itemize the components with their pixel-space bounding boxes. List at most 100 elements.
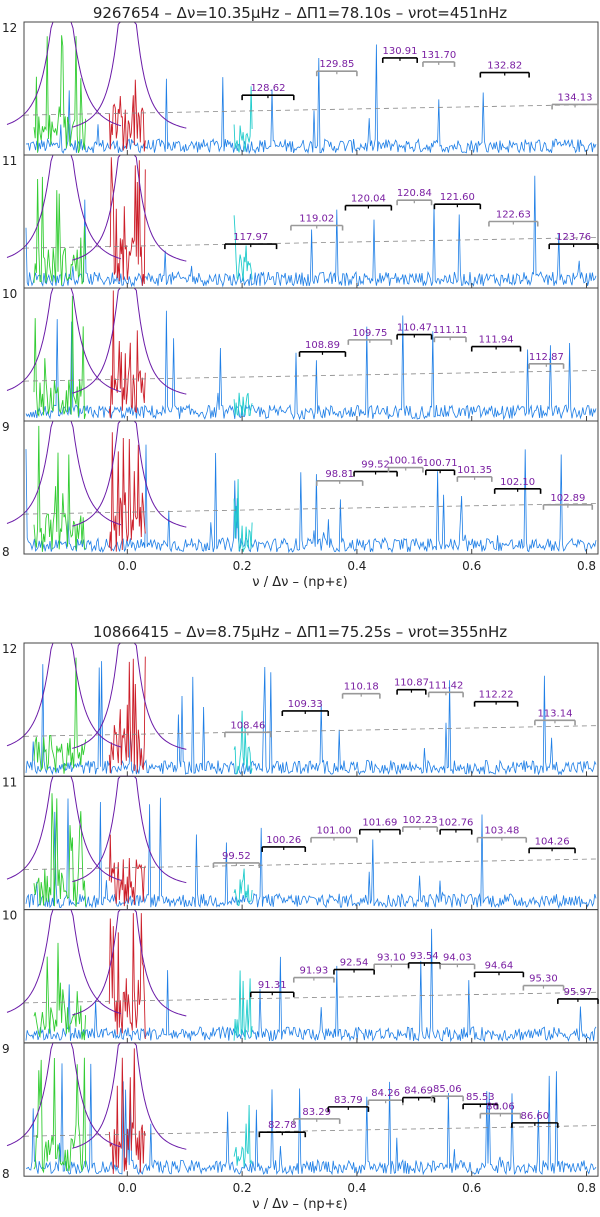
- background-fit-line: [24, 992, 598, 1003]
- period-label: 91.31: [258, 980, 287, 991]
- period-label: 111.11: [433, 325, 468, 336]
- period-bracket: 131.70: [421, 50, 456, 67]
- x-tick-label: 0.0: [118, 1181, 137, 1195]
- period-label: 102.10: [500, 477, 535, 488]
- period-label: 94.64: [485, 960, 514, 971]
- period-label: 121.60: [440, 192, 475, 203]
- period-bracket: 117.97: [225, 232, 277, 249]
- period-bracket: 100.26: [262, 835, 305, 852]
- period-bracket: 94.64: [475, 960, 524, 977]
- x-axis-label: ν / Δν – (np+ε): [252, 1197, 347, 1212]
- period-label: 103.48: [484, 826, 519, 837]
- period-bracket: 121.60: [434, 192, 480, 209]
- l0-mode-line: [109, 913, 145, 1039]
- period-bracket: 130.91: [382, 46, 417, 63]
- period-label: 128.62: [250, 83, 285, 94]
- figure: 9267654 – Δν=10.35μHz – ΔΠ1=78.10s – νro…: [0, 0, 600, 1217]
- y-tick-label: 12: [2, 21, 17, 35]
- background-fit-line: [24, 503, 598, 514]
- row-panel: 12 108.46 109.33 110.18 110.87 111.42 112.22 11…: [2, 642, 598, 776]
- period-bracket: 92.54: [334, 958, 374, 975]
- period-bracket: 91.93: [294, 966, 334, 983]
- period-bracket: 102.89: [543, 493, 592, 510]
- period-label: 110.47: [397, 323, 432, 334]
- period-label: 112.87: [529, 352, 564, 363]
- period-bracket: 95.97: [558, 987, 598, 1004]
- y-tick-label: 10: [2, 909, 17, 923]
- period-bracket: 102.23: [403, 815, 438, 832]
- l3-mode-line: [234, 86, 252, 152]
- period-bracket: 129.85: [317, 59, 357, 76]
- period-bracket: 102.10: [495, 477, 541, 494]
- period-bracket: 128.62: [242, 83, 294, 100]
- period-label: 117.97: [233, 232, 268, 243]
- period-label: 95.97: [564, 987, 593, 998]
- period-bracket: 101.00: [311, 826, 357, 843]
- period-bracket: 120.04: [345, 194, 391, 211]
- period-label: 102.76: [438, 818, 473, 829]
- period-label: 108.46: [230, 720, 265, 731]
- x-tick-label: 0.4: [347, 1181, 366, 1195]
- period-label: 123.76: [556, 232, 591, 243]
- panel-bottom: 10866415 – Δν=8.75μHz – ΔΠ1=75.25s – νro…: [2, 623, 598, 1212]
- period-label: 83.79: [334, 1095, 363, 1106]
- period-label: 108.89: [305, 340, 340, 351]
- period-bracket: 110.47: [397, 323, 432, 340]
- period-bracket: 123.76: [549, 232, 598, 249]
- period-label: 98.81: [325, 469, 354, 480]
- row-panel: 11 117.97 119.02 120.04 120.84 121.60 122.63 12…: [2, 154, 598, 288]
- period-label: 85.06: [433, 1084, 462, 1095]
- period-label: 111.94: [479, 335, 514, 346]
- x-tick-label: 0.2: [233, 559, 252, 573]
- period-label: 122.63: [496, 210, 531, 221]
- l3-mode-line: [234, 971, 252, 1041]
- period-label: 132.82: [487, 61, 522, 72]
- y-tick-label: 11: [2, 154, 17, 168]
- period-label: 86.06: [486, 1102, 515, 1113]
- period-bracket: 93.10: [374, 952, 408, 969]
- y-tick-label: 8: [2, 1167, 10, 1181]
- period-bracket: 108.89: [300, 340, 346, 357]
- period-bracket: 102.76: [438, 818, 473, 835]
- period-bracket: 111.11: [433, 325, 468, 342]
- period-bracket: 111.94: [472, 335, 521, 352]
- period-label: 110.87: [394, 678, 429, 689]
- period-label: 130.91: [382, 46, 417, 57]
- l0-mode-line: [109, 80, 145, 152]
- period-label: 119.02: [299, 213, 334, 224]
- period-label: 93.10: [377, 952, 406, 963]
- row-panel: 11 99.52 100.26 101.00 101.69 102.23 102.76 103…: [2, 775, 598, 909]
- period-label: 102.23: [403, 815, 438, 826]
- period-bracket: 108.46: [225, 720, 271, 737]
- period-bracket: 93.54: [409, 951, 441, 968]
- period-label: 93.54: [410, 951, 439, 962]
- period-label: 84.69: [404, 1086, 433, 1097]
- row-panel: 998.8199.52100.16 100.71101.35102.10102.8…: [2, 420, 598, 554]
- row-panel: 10 108.89 109.75 110.47 111.11 111.94 112.87: [2, 287, 598, 421]
- period-label: 112.22: [479, 690, 514, 701]
- period-label: 109.33: [288, 699, 323, 710]
- period-label: 113.14: [537, 708, 572, 719]
- background-fit-line: [24, 104, 598, 115]
- period-bracket: 100.16: [388, 456, 423, 473]
- x-tick-label: 0.6: [462, 1181, 481, 1195]
- y-tick-label: 10: [2, 287, 17, 301]
- period-bracket: 109.75: [348, 328, 391, 345]
- period-bracket: 84.69: [403, 1086, 435, 1103]
- chart-title: 10866415 – Δν=8.75μHz – ΔΠ1=75.25s – νro…: [93, 623, 507, 641]
- period-bracket: 120.84: [397, 188, 432, 205]
- period-bracket: 104.26: [529, 836, 575, 853]
- period-bracket: 110.18: [343, 682, 380, 699]
- period-bracket: 132.82: [480, 61, 529, 78]
- period-label: 102.89: [550, 493, 585, 504]
- panel-top: 9267654 – Δν=10.35μHz – ΔΠ1=78.10s – νro…: [2, 4, 598, 590]
- period-label: 83.29: [302, 1107, 331, 1118]
- period-bracket: 94.03: [440, 952, 474, 969]
- period-label: 104.26: [535, 836, 570, 847]
- period-bracket: 91.31: [251, 980, 294, 997]
- period-bracket: 122.63: [489, 210, 538, 227]
- y-tick-label: 12: [2, 642, 17, 656]
- period-label: 100.71: [423, 458, 458, 469]
- x-tick-label: 0.0: [118, 559, 137, 573]
- l2-mode-line: [34, 1058, 86, 1172]
